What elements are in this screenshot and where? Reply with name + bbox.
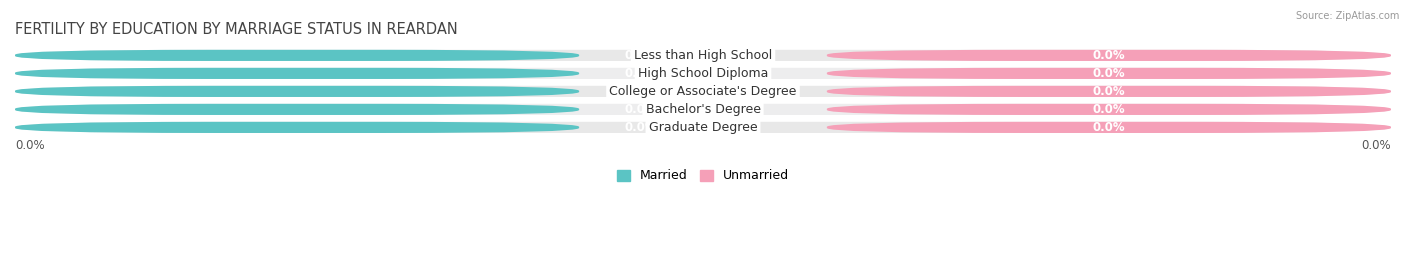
FancyBboxPatch shape (15, 122, 579, 133)
FancyBboxPatch shape (827, 68, 1391, 79)
FancyBboxPatch shape (827, 50, 1391, 61)
FancyBboxPatch shape (15, 86, 579, 97)
Text: 0.0%: 0.0% (624, 49, 658, 62)
FancyBboxPatch shape (15, 104, 579, 115)
FancyBboxPatch shape (827, 122, 1391, 133)
Text: 0.0%: 0.0% (1092, 67, 1125, 80)
FancyBboxPatch shape (827, 104, 1391, 115)
Text: FERTILITY BY EDUCATION BY MARRIAGE STATUS IN REARDAN: FERTILITY BY EDUCATION BY MARRIAGE STATU… (15, 22, 458, 37)
Text: 0.0%: 0.0% (624, 85, 658, 98)
FancyBboxPatch shape (15, 104, 1391, 115)
Text: 0.0%: 0.0% (624, 121, 658, 134)
Text: 0.0%: 0.0% (1361, 139, 1391, 152)
Text: 0.0%: 0.0% (1092, 121, 1125, 134)
Text: Source: ZipAtlas.com: Source: ZipAtlas.com (1295, 11, 1399, 21)
Text: College or Associate's Degree: College or Associate's Degree (609, 85, 797, 98)
FancyBboxPatch shape (15, 50, 579, 61)
FancyBboxPatch shape (827, 86, 1391, 97)
FancyBboxPatch shape (15, 122, 1391, 133)
Text: High School Diploma: High School Diploma (638, 67, 768, 80)
Text: Less than High School: Less than High School (634, 49, 772, 62)
FancyBboxPatch shape (15, 50, 1391, 61)
Text: Graduate Degree: Graduate Degree (648, 121, 758, 134)
Legend: Married, Unmarried: Married, Unmarried (617, 169, 789, 182)
Text: 0.0%: 0.0% (624, 103, 658, 116)
Text: 0.0%: 0.0% (1092, 103, 1125, 116)
Text: Bachelor's Degree: Bachelor's Degree (645, 103, 761, 116)
Text: 0.0%: 0.0% (15, 139, 45, 152)
Text: 0.0%: 0.0% (624, 67, 658, 80)
FancyBboxPatch shape (15, 68, 579, 79)
FancyBboxPatch shape (15, 86, 1391, 97)
FancyBboxPatch shape (15, 68, 1391, 79)
Text: 0.0%: 0.0% (1092, 85, 1125, 98)
Text: 0.0%: 0.0% (1092, 49, 1125, 62)
